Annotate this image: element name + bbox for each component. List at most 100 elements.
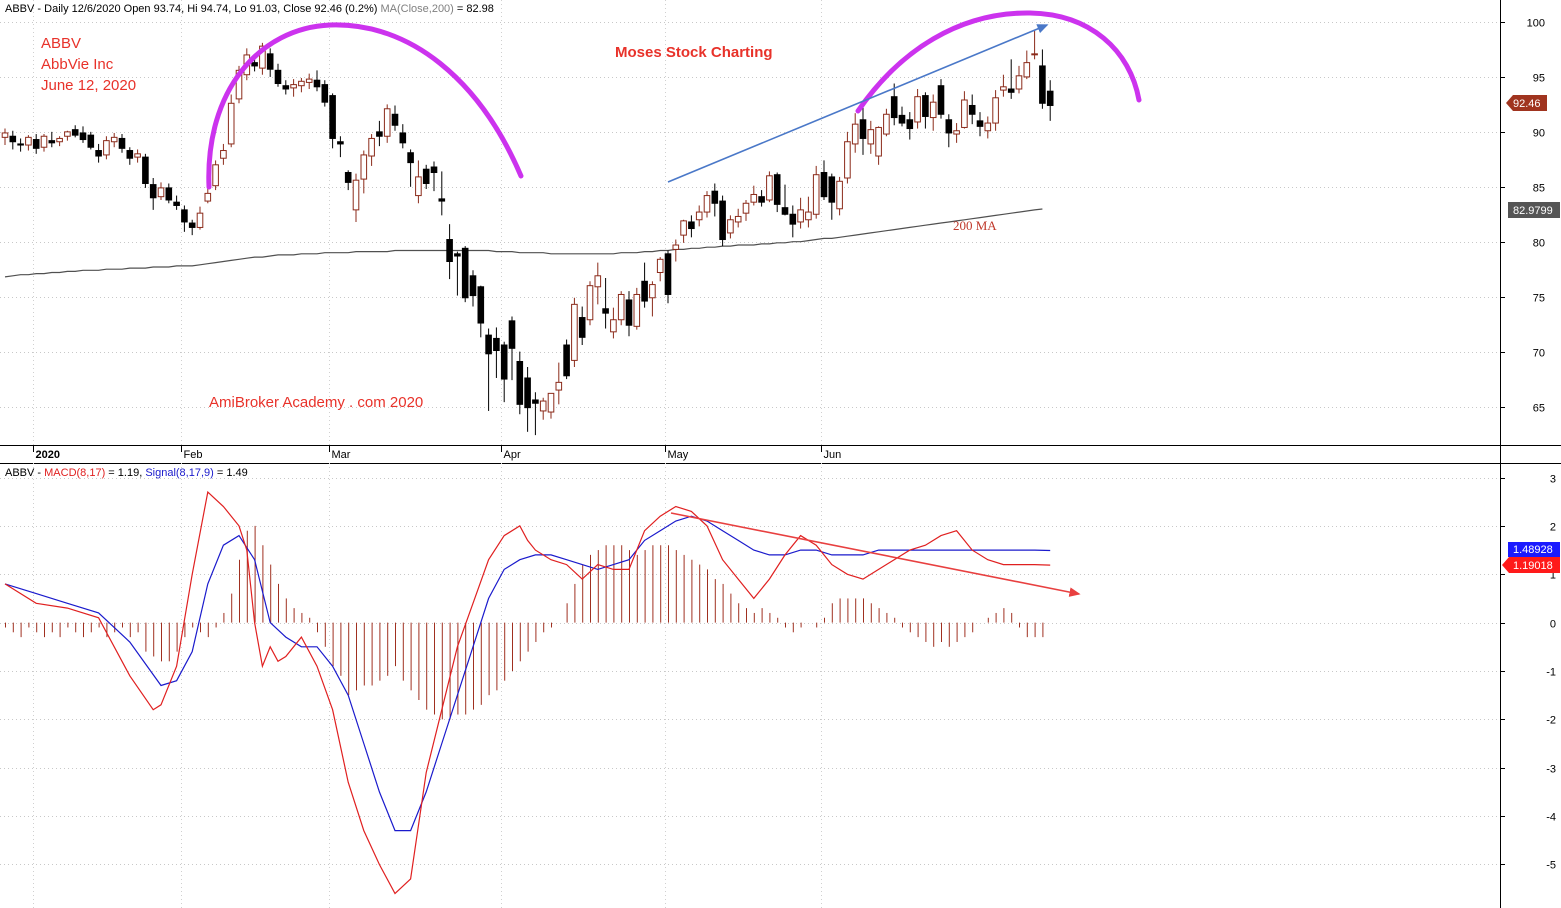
candle-body-up bbox=[555, 381, 563, 391]
candle-body-up bbox=[883, 113, 890, 135]
candle bbox=[415, 160, 422, 204]
candle-body-up bbox=[594, 275, 602, 288]
signal-line bbox=[4, 515, 1051, 832]
candle bbox=[766, 171, 773, 203]
price-tick-labels: 65 70 75 80 85 90 95 100 bbox=[1527, 18, 1545, 415]
candle-body-down bbox=[461, 247, 469, 299]
candle bbox=[25, 135, 32, 151]
candle bbox=[1000, 74, 1007, 97]
candle bbox=[711, 183, 719, 217]
candle bbox=[758, 190, 765, 207]
candle bbox=[282, 80, 290, 95]
candle-body-down bbox=[118, 137, 126, 149]
candle-body-down bbox=[454, 253, 461, 257]
candle bbox=[610, 307, 617, 339]
candle bbox=[87, 131, 95, 150]
candle-body-up bbox=[875, 126, 882, 157]
candle-body-up bbox=[851, 123, 859, 145]
candle-body-down bbox=[1007, 88, 1015, 93]
price-tick-label: 65 bbox=[1533, 403, 1545, 415]
macd-label: MACD(8,17) bbox=[44, 467, 105, 479]
candle-body-down bbox=[266, 53, 274, 70]
candle bbox=[71, 125, 79, 138]
candle bbox=[446, 224, 453, 280]
candle bbox=[95, 143, 102, 163]
month-label: May bbox=[668, 449, 689, 461]
price-gridlines bbox=[0, 22, 1505, 408]
candle bbox=[805, 196, 812, 228]
candle bbox=[430, 161, 438, 192]
candle bbox=[828, 173, 836, 220]
candle bbox=[945, 114, 953, 148]
candle-body-up bbox=[571, 303, 578, 361]
candle bbox=[859, 103, 867, 155]
candle bbox=[360, 150, 368, 194]
candle-body-down bbox=[477, 286, 485, 324]
price-tick-label: 95 bbox=[1533, 73, 1545, 85]
candle bbox=[407, 149, 414, 187]
candle bbox=[906, 112, 914, 140]
candle-body-down bbox=[578, 317, 586, 338]
macd-tick-label: -3 bbox=[1546, 764, 1556, 776]
candle-body-up bbox=[797, 209, 804, 223]
candle bbox=[64, 130, 71, 141]
candle bbox=[968, 94, 976, 125]
candle-body-down bbox=[906, 119, 914, 130]
candle bbox=[391, 105, 399, 131]
month-gridlines bbox=[33, 0, 822, 908]
price-tick-label: 80 bbox=[1533, 238, 1545, 250]
candle-body-down bbox=[968, 104, 976, 115]
candle bbox=[898, 106, 906, 127]
candle-body-down bbox=[789, 213, 797, 225]
candle-body-up bbox=[360, 154, 368, 180]
macd-value: = 1.19, bbox=[105, 467, 145, 479]
candle bbox=[1015, 65, 1023, 94]
macd-badge-bg bbox=[1502, 557, 1560, 573]
candle-body-up bbox=[703, 195, 711, 213]
candle bbox=[992, 90, 999, 131]
candle bbox=[1031, 30, 1038, 60]
candle-body-up bbox=[547, 392, 555, 413]
candle-body-up bbox=[805, 211, 812, 221]
candle bbox=[274, 63, 282, 87]
macd-tick-label: -4 bbox=[1546, 812, 1556, 824]
candle-body-up bbox=[812, 174, 820, 215]
ma-value: = 82.98 bbox=[454, 3, 494, 15]
macd-badge-text: 1.19018 bbox=[1513, 560, 1553, 572]
price-info: - Daily 12/6/2020 Open 93.74, Hi 94.74, … bbox=[34, 3, 377, 15]
price-tick-label: 100 bbox=[1527, 18, 1545, 30]
month-labels: 2020 Feb Mar Apr May Jun bbox=[36, 449, 842, 461]
macd-gridlines bbox=[0, 478, 1505, 865]
candle bbox=[836, 176, 843, 216]
signal-label: Signal(8,17,9) bbox=[145, 467, 214, 479]
candle bbox=[438, 171, 446, 216]
candle bbox=[321, 80, 329, 107]
candle bbox=[820, 160, 828, 200]
candle-body-down bbox=[321, 84, 329, 103]
price-trend-arrow bbox=[667, 24, 1049, 183]
candle bbox=[157, 182, 165, 200]
candle-body-up bbox=[220, 150, 227, 159]
candle bbox=[290, 79, 297, 97]
candle bbox=[477, 285, 485, 338]
candle-body-down bbox=[688, 221, 695, 230]
candle bbox=[196, 206, 204, 230]
ma-badge-text: 82.9799 bbox=[1513, 205, 1553, 217]
candle-body-down bbox=[781, 207, 789, 215]
candle-body-up bbox=[953, 130, 960, 135]
candle-body-up bbox=[695, 211, 703, 221]
candle bbox=[625, 291, 633, 337]
macd-trend-arrow bbox=[670, 512, 1081, 597]
candle bbox=[703, 191, 711, 218]
candle bbox=[32, 134, 40, 154]
candle-body-up bbox=[1000, 86, 1007, 91]
candle bbox=[1, 128, 9, 146]
candle bbox=[594, 262, 602, 305]
month-label: Apr bbox=[504, 449, 521, 461]
candle-body-down bbox=[890, 96, 898, 119]
candle bbox=[672, 239, 680, 262]
candle-body-down bbox=[493, 337, 500, 352]
candle-body-down bbox=[95, 150, 102, 157]
candle-body-up bbox=[836, 180, 843, 210]
